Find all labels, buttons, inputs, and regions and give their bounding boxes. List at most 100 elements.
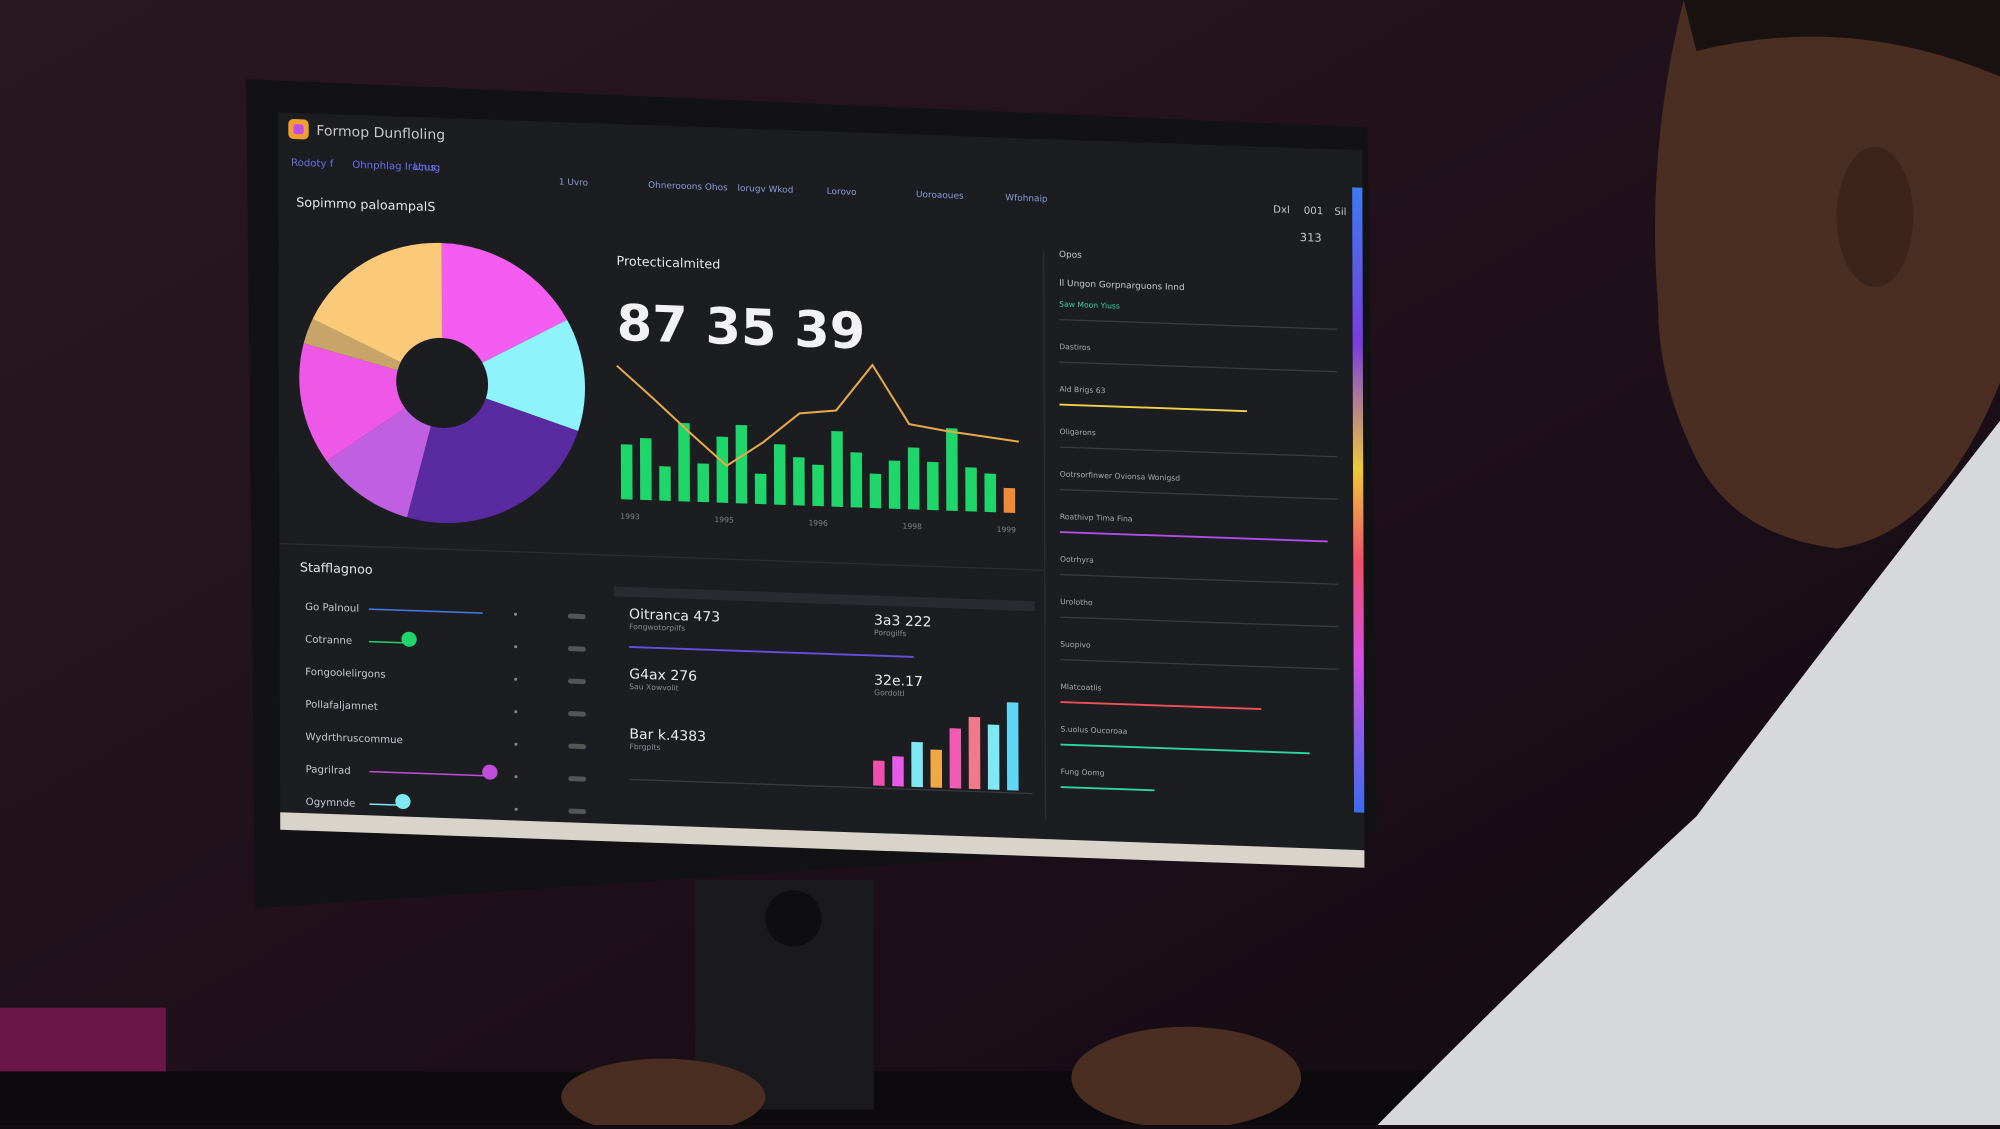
tab: Iorugv Wkod	[737, 184, 793, 196]
bar	[850, 452, 863, 508]
dot	[514, 710, 518, 714]
list-label: Pollafaljamnet	[305, 699, 377, 712]
divider	[1060, 573, 1339, 585]
progress	[1059, 403, 1247, 413]
side-header: Opos	[1059, 250, 1082, 261]
person-ear	[1836, 146, 1914, 287]
bar	[659, 466, 671, 501]
list-label: Ogymnde	[306, 797, 356, 810]
mini-bar	[892, 756, 904, 787]
headline-number: 87 35 39	[617, 293, 866, 360]
pill	[567, 613, 586, 620]
header-item: Sil	[1334, 207, 1346, 218]
bar	[716, 436, 729, 503]
trend-line	[616, 363, 1019, 468]
side-label: Saw Moon Yiuss	[1059, 300, 1120, 311]
bar	[984, 473, 997, 513]
tab: Lorovo	[827, 187, 857, 198]
bar	[946, 428, 958, 511]
mini-bar	[873, 760, 885, 786]
dot	[514, 775, 518, 779]
progress	[629, 646, 914, 658]
count: 313	[1300, 230, 1322, 245]
side-label: Ootrhyra	[1060, 555, 1094, 565]
metric-value: 32e.17	[874, 673, 923, 691]
taskbar	[280, 812, 1365, 868]
bar	[888, 460, 901, 509]
logo-inner	[293, 124, 304, 135]
metric-sub: Gordoltl	[874, 688, 904, 698]
pie-hole	[396, 337, 489, 428]
side-label: Oligarons	[1060, 427, 1096, 437]
bar	[831, 430, 843, 507]
list-label: Wydrthruscommue	[305, 732, 402, 746]
person-head	[1654, 0, 2000, 549]
mini-bar	[911, 741, 923, 788]
pie-slice	[441, 242, 568, 383]
progress	[1059, 531, 1328, 543]
bar	[965, 467, 977, 512]
bar	[678, 422, 690, 502]
side-label: S.uolus Oucoroaa	[1060, 725, 1127, 736]
x-tick-label: 1999	[997, 525, 1017, 535]
divider	[1060, 658, 1339, 670]
divider	[1059, 361, 1338, 373]
metrics-header	[613, 586, 1035, 612]
bar	[1003, 487, 1016, 514]
side-label: Mlatcoatlis	[1060, 682, 1101, 692]
panel-title: Sopimmo paloampalS	[296, 194, 435, 214]
metric-value: Bar k.4383	[629, 727, 706, 746]
mini-bar	[949, 728, 962, 789]
pill	[568, 743, 587, 750]
x-tick-label: 1998	[903, 522, 923, 532]
stand-hole	[765, 890, 822, 947]
divider	[1059, 446, 1338, 458]
list-label: Pagrilrad	[306, 764, 351, 776]
tab: 1 Uvro	[559, 178, 588, 189]
side-label: Urolotho	[1060, 597, 1093, 607]
side-heading: Il Ungon Gorpnarguons Innd	[1059, 279, 1185, 293]
dot	[514, 677, 518, 681]
metric-value: Oitranca 473	[629, 607, 720, 626]
pill	[568, 711, 586, 717]
tab: Wfohnaip	[1005, 193, 1048, 204]
side-label: Ootrsorfinwer Ovionsa Wonigsd	[1060, 470, 1181, 483]
bar	[927, 461, 939, 511]
divider	[1060, 616, 1339, 628]
dot	[514, 742, 518, 746]
color-strip	[1352, 187, 1365, 813]
dot	[514, 612, 518, 616]
bar	[907, 447, 920, 510]
panel-title: Stafflagnoo	[300, 560, 373, 577]
bar	[754, 473, 767, 505]
baseline	[629, 778, 1033, 795]
metric-sub: Sau Xowvolit	[629, 682, 678, 693]
person-shirt	[1377, 420, 2000, 1125]
metric-sub: Fongwotorpilfs	[629, 622, 685, 633]
slider-knob	[395, 794, 411, 810]
mini-bar	[968, 716, 981, 790]
side-label: Suopivo	[1060, 640, 1091, 650]
person-hair	[1683, 0, 2000, 77]
header-item: Dxl	[1273, 205, 1290, 216]
pill	[568, 776, 587, 782]
metric-value: G4ax 276	[629, 667, 697, 685]
bar	[697, 463, 710, 503]
breadcrumb: Unug	[413, 162, 440, 174]
panel-title: Protecticalmited	[616, 253, 720, 271]
app-title: Formop Dunfloling	[316, 123, 445, 143]
bar	[735, 424, 748, 504]
divider	[1043, 251, 1047, 821]
list-label: Fongoolelirgons	[305, 667, 385, 681]
breadcrumb: Ohnphlag Iracus	[352, 160, 436, 174]
metric-sub: Fbrgplts	[629, 742, 660, 752]
pie-slice	[442, 319, 585, 431]
side-label: Dastiros	[1059, 342, 1090, 352]
bar	[793, 457, 805, 506]
slider-knob	[482, 764, 498, 780]
mini-bar	[1006, 702, 1019, 791]
side-label: Ald Brigs 63	[1059, 385, 1105, 396]
progress	[1060, 786, 1155, 792]
x-tick-label: 1993	[620, 512, 640, 522]
